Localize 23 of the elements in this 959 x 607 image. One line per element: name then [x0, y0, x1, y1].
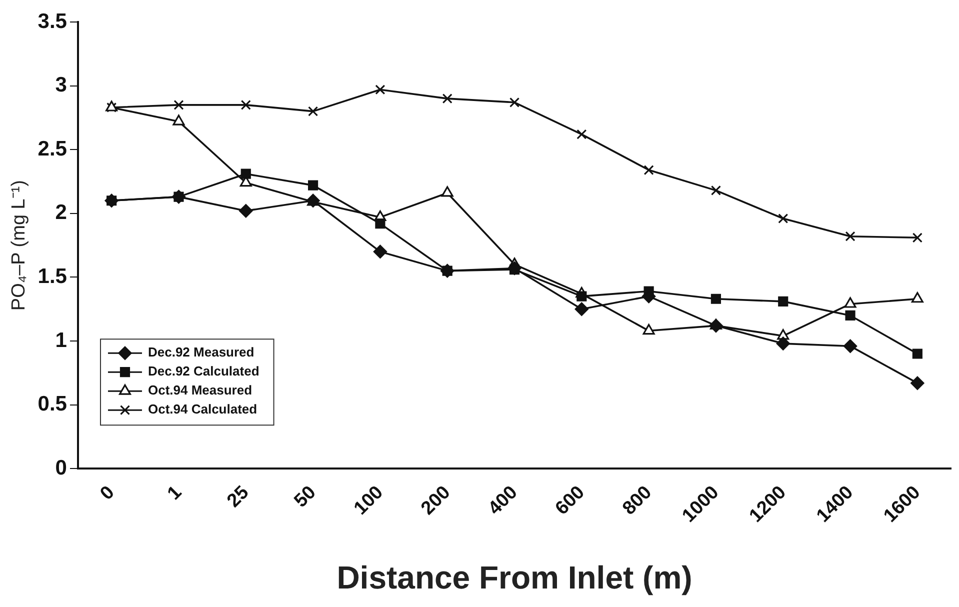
legend-label: Dec.92 Measured — [148, 344, 254, 360]
x-tick-label: 25 — [223, 482, 254, 512]
y-tick-label: 1.5 — [38, 264, 68, 288]
legend-label: Oct.94 Calculated — [148, 402, 258, 417]
x-tick-label: 600 — [552, 482, 589, 520]
y-axis-title: PO₄–P (mg L⁻¹) — [8, 180, 30, 311]
y-tick-label: 3 — [55, 74, 67, 97]
x-axis-title: Distance From Inlet (m) — [336, 560, 692, 596]
x-tick-label: 1 — [164, 482, 186, 504]
x-tick-label: 0 — [96, 482, 119, 504]
x-tick-label: 200 — [417, 482, 455, 520]
legend-label: Dec.92 Calculated — [148, 364, 260, 379]
y-tick-label: 0.5 — [38, 392, 68, 416]
x-tick-label: 800 — [618, 482, 656, 520]
y-tick-label: 2.5 — [38, 137, 68, 160]
x-tick-label: 50 — [290, 482, 320, 512]
y-tick-label: 0 — [55, 456, 67, 480]
x-tick-label: 400 — [484, 482, 522, 520]
y-tick-label: 3.5 — [38, 10, 68, 33]
y-tick-label: 1 — [55, 328, 68, 352]
legend-label: Oct.94 Measured — [148, 382, 252, 398]
x-tick-label: 100 — [350, 482, 388, 520]
y-tick-label: 2 — [55, 201, 67, 224]
